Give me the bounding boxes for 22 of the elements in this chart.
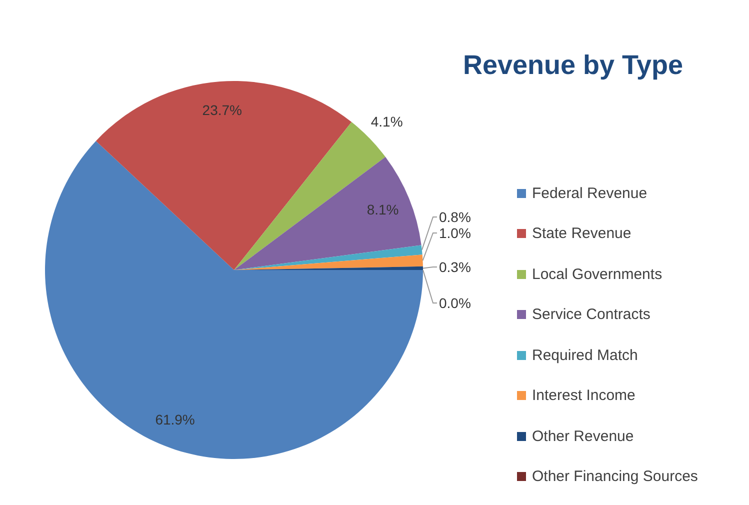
data-label: 61.9%	[155, 411, 195, 428]
pie-slice	[234, 254, 423, 270]
data-label: 1.0%	[439, 225, 471, 241]
pie-slice	[234, 156, 422, 270]
data-label: 4.1%	[370, 114, 403, 130]
legend-label: Service Contracts	[532, 306, 650, 324]
data-label: 23.7%	[202, 102, 242, 118]
data-label: 0.8%	[439, 209, 471, 225]
pie-slice	[234, 245, 422, 270]
legend-label: Other Financing Sources	[532, 468, 698, 486]
legend-label: State Revenue	[532, 225, 632, 242]
data-label: 0.3%	[439, 259, 471, 275]
pie-slice	[96, 81, 352, 270]
text: 0.0%	[439, 295, 471, 311]
pie-slice	[45, 140, 423, 459]
legend-label: Other Revenue	[532, 428, 634, 445]
legend-label: Required Match	[532, 346, 638, 364]
legend-label: Federal Revenue	[532, 184, 648, 202]
legend-label: Local Governments	[532, 266, 662, 283]
legend-label: Interest Income	[532, 387, 636, 404]
chart-title: Revenue by Type	[462, 50, 684, 81]
data-label: 8.1%	[366, 201, 399, 218]
